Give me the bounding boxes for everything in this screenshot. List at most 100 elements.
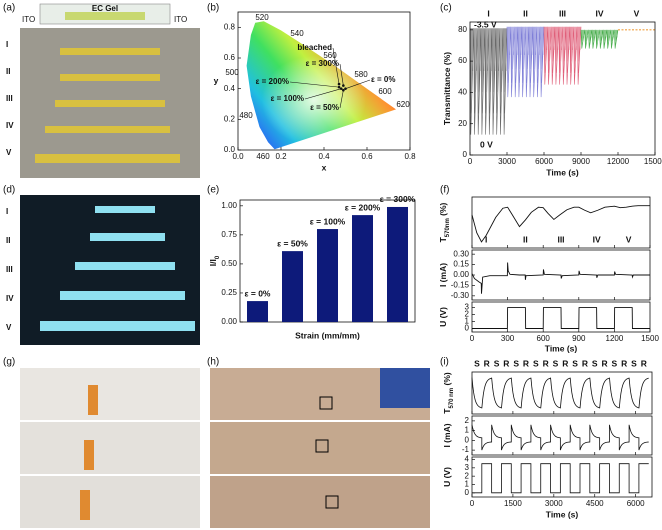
point bbox=[339, 87, 343, 90]
y-axis-label: T570nm (%) bbox=[438, 202, 450, 242]
y-tick-label: 0.4 bbox=[224, 84, 236, 93]
row-label: I bbox=[6, 40, 8, 49]
y-tick-label: 0.8 bbox=[224, 22, 236, 31]
point-label: ε = 300% bbox=[306, 59, 339, 68]
y-tick-label: 60 bbox=[458, 56, 467, 65]
y-tick-label: 0.2 bbox=[224, 114, 236, 123]
bar bbox=[247, 301, 268, 322]
segment-label: III bbox=[557, 234, 564, 244]
y-tick-label: 4 bbox=[465, 455, 470, 464]
segment-label: II bbox=[523, 8, 528, 18]
photo-g bbox=[20, 368, 200, 528]
cycle-label: S bbox=[553, 358, 559, 368]
x-tick-label: 1500 bbox=[641, 334, 659, 343]
plot-frame bbox=[471, 196, 651, 249]
y-tick-label: 0 bbox=[465, 488, 470, 497]
y-label-part: U (V) bbox=[438, 307, 448, 327]
cycle-label: R bbox=[582, 358, 588, 368]
y-axis-label: I/I0 bbox=[208, 255, 220, 266]
x-tick-label: 0 bbox=[468, 157, 473, 166]
row-label: I bbox=[6, 207, 8, 216]
bar bbox=[387, 206, 408, 322]
y-axis-label: Transmittance (%) bbox=[442, 52, 452, 125]
segment-label: V bbox=[634, 8, 640, 18]
leader bbox=[339, 63, 344, 86]
plot-frame bbox=[469, 21, 656, 156]
x-tick-label: 300 bbox=[501, 334, 515, 343]
device bbox=[88, 385, 98, 415]
panel-label: (g) bbox=[3, 357, 15, 368]
strip bbox=[45, 126, 170, 133]
plot-frame bbox=[471, 301, 651, 333]
cycle-label: R bbox=[641, 358, 647, 368]
x-axis-label: Time (s) bbox=[546, 167, 579, 177]
row-label: IV bbox=[6, 294, 14, 303]
strip bbox=[60, 48, 160, 55]
y-tick-label: -1 bbox=[462, 445, 470, 454]
cycle-label: S bbox=[631, 358, 637, 368]
data-line bbox=[472, 307, 650, 329]
wavelength-label: 600 bbox=[378, 87, 392, 96]
panel-label: (i) bbox=[440, 357, 449, 368]
segment-label: IV bbox=[595, 8, 603, 18]
marker bbox=[319, 396, 333, 410]
segment-label: II bbox=[523, 234, 528, 244]
segment bbox=[506, 26, 545, 98]
photo bbox=[20, 368, 200, 420]
y-label-part: I/I bbox=[208, 259, 218, 266]
photo bbox=[20, 476, 200, 528]
y-label-part: (%) bbox=[438, 202, 448, 218]
row-label: V bbox=[6, 323, 12, 332]
y-label-part: I (mA) bbox=[438, 263, 448, 287]
segment-label: I bbox=[485, 234, 487, 244]
y-tick-label: 0.6 bbox=[224, 53, 236, 62]
y-label-part: U (V) bbox=[442, 467, 452, 487]
gel-label: EC Gel bbox=[92, 4, 118, 13]
point bbox=[337, 85, 341, 89]
segment-label: IV bbox=[593, 234, 601, 244]
y-tick-label: -0.15 bbox=[451, 281, 470, 290]
data-line bbox=[471, 205, 650, 243]
x-tick-label: 1500 bbox=[504, 499, 522, 508]
bar-label: ε = 50% bbox=[277, 238, 308, 248]
y-label-part: Transmittance (%) bbox=[442, 52, 452, 125]
point bbox=[344, 87, 347, 90]
row-label: IV bbox=[6, 121, 14, 130]
cycle-label: R bbox=[562, 358, 568, 368]
y-label-part: (%) bbox=[442, 372, 452, 388]
strip bbox=[90, 233, 165, 241]
row-label: III bbox=[6, 265, 13, 274]
y-tick-label: 3 bbox=[465, 303, 470, 312]
point bbox=[342, 84, 345, 87]
y-axis-label: U (V) bbox=[442, 467, 452, 487]
panel-label: (f) bbox=[440, 185, 449, 196]
bar-label: ε = 100% bbox=[310, 216, 346, 226]
leader bbox=[332, 47, 340, 85]
panel-label: (b) bbox=[207, 3, 219, 14]
wavelength-label: 500 bbox=[225, 68, 239, 77]
point-label: ε = 200% bbox=[256, 77, 289, 86]
photo bbox=[210, 476, 430, 528]
y-tick-label: 0.75 bbox=[221, 230, 237, 239]
y-axis-label: I (mA) bbox=[442, 423, 452, 447]
device bbox=[80, 490, 90, 520]
y-tick-label: 3 bbox=[465, 463, 470, 472]
y-label-part: I (mA) bbox=[442, 423, 452, 447]
cycle-label: R bbox=[523, 358, 529, 368]
wavelength-label: 580 bbox=[354, 70, 368, 79]
y-tick-label: 0 bbox=[463, 150, 468, 159]
cycle-label: R bbox=[503, 358, 509, 368]
y-axis-label: y bbox=[214, 75, 219, 85]
segment-label: V bbox=[626, 234, 632, 244]
row-label: III bbox=[6, 94, 13, 103]
point-label: ε = 0% bbox=[371, 75, 395, 84]
panel-label: (e) bbox=[207, 185, 219, 196]
x-axis-label: Time (s) bbox=[546, 509, 579, 519]
x-tick-label: 0 bbox=[470, 499, 475, 508]
y-tick-label: 0 bbox=[465, 435, 470, 444]
annotation: 0 V bbox=[480, 139, 493, 149]
y-tick-label: 0.25 bbox=[221, 288, 237, 297]
cycle-label: S bbox=[533, 358, 539, 368]
x-tick-label: 6000 bbox=[535, 157, 553, 166]
y-tick-label: 1.00 bbox=[221, 201, 237, 210]
